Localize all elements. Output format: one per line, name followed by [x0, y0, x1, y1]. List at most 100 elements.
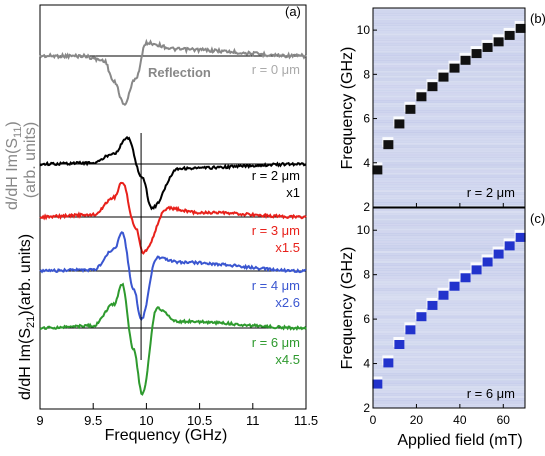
heatmap-cell — [449, 281, 460, 291]
heatmap-row — [373, 114, 525, 118]
heatmap-row — [373, 127, 525, 131]
heatmap-x-tick-label: 0 — [370, 413, 377, 427]
trace-radius-label: r = 6 μm — [252, 335, 300, 350]
heatmap-row — [373, 380, 525, 384]
heatmap-row — [373, 80, 525, 84]
right-top-y-label: Frequency (GHz) — [339, 47, 356, 170]
left-x-tick-label: 9.5 — [84, 413, 102, 428]
heatmap-row — [373, 85, 525, 89]
heatmap-cell — [438, 290, 449, 300]
heatmap-row — [373, 90, 525, 94]
heatmap-row — [373, 139, 525, 143]
heatmap-row — [373, 129, 525, 133]
trace-radius-label: r = 2 μm — [252, 168, 300, 183]
heatmap-row — [373, 250, 525, 254]
heatmap-row — [373, 390, 525, 394]
heatmap-row — [373, 313, 525, 316]
heatmap-row — [373, 295, 525, 299]
heatmap-row — [373, 164, 525, 168]
trace-line — [39, 282, 307, 396]
left-x-tick-label: 11.5 — [294, 413, 318, 428]
heatmap-row — [373, 323, 525, 326]
heatmap-row — [373, 105, 525, 108]
heatmap-cell — [383, 140, 394, 150]
heatmap-row — [373, 355, 525, 359]
heatmap-cell — [438, 72, 449, 82]
heatmap-row — [373, 189, 525, 193]
heatmap-row — [373, 385, 525, 389]
right-x-axis-label: Applied field (mT) — [397, 432, 522, 449]
heatmap-row — [373, 338, 525, 341]
left-x-tick-label: 9 — [36, 413, 43, 428]
heatmap-row — [373, 383, 525, 386]
heatmap-row — [373, 305, 525, 309]
heatmap-row — [373, 149, 525, 153]
heatmap-row — [373, 260, 525, 264]
heatmap-cell — [482, 42, 493, 52]
heatmap-row — [373, 378, 525, 381]
heatmap-row — [373, 365, 525, 369]
heatmap-row — [373, 275, 525, 279]
heatmap-row — [373, 157, 525, 161]
heatmap-radius-label: r = 2 μm — [467, 185, 515, 200]
heatmap-row — [373, 147, 525, 151]
heatmap-row — [373, 92, 525, 96]
heatmap-row — [373, 375, 525, 379]
heatmap-row — [373, 10, 525, 14]
heatmap-row — [373, 167, 525, 171]
heatmap-row — [373, 132, 525, 136]
heatmap-row — [373, 117, 525, 121]
heatmap-row — [373, 55, 525, 59]
heatmap-row — [373, 213, 525, 216]
heatmap-row — [373, 268, 525, 271]
heatmap-row — [373, 393, 525, 396]
heatmap-row — [373, 395, 525, 399]
heatmap-row — [373, 353, 525, 356]
heatmap-row — [373, 122, 525, 126]
heatmap-cell — [427, 300, 438, 310]
left-plot-frame — [39, 4, 307, 410]
heatmap-cell — [493, 249, 504, 259]
top-y-units: (arb. units) — [22, 122, 39, 198]
bottom-y-label-sub: 21 — [25, 316, 37, 328]
heatmap-row — [373, 345, 525, 349]
heatmap-row — [373, 182, 525, 186]
heatmap-row — [373, 233, 525, 236]
heatmap-radius-label: r = 6 μm — [467, 386, 515, 401]
heatmap-row — [373, 373, 525, 376]
heatmap-row — [373, 350, 525, 354]
heatmap-row — [373, 17, 525, 21]
trace-radius-label: r = 0 μm — [252, 62, 300, 77]
heatmap-row — [373, 218, 525, 221]
heatmap-row — [373, 308, 525, 311]
heatmap-row — [373, 270, 525, 274]
heatmap-row — [373, 330, 525, 334]
heatmap-row — [373, 15, 525, 19]
heatmap-row — [373, 208, 525, 211]
heatmap-row — [373, 318, 525, 321]
trace-scale-label: x2.6 — [275, 295, 300, 310]
heatmap-row — [373, 134, 525, 138]
heatmap-row — [373, 199, 525, 203]
heatmap-cell — [504, 241, 515, 251]
heatmap-row — [373, 87, 525, 91]
heatmap-row — [373, 348, 525, 351]
heatmap-x-tick-label: 60 — [497, 413, 511, 427]
heatmap-y-tick-label: 4 — [363, 156, 370, 170]
heatmap-row — [373, 124, 525, 128]
heatmap-row — [373, 398, 525, 401]
heatmap-row — [373, 400, 525, 404]
heatmap-row — [373, 144, 525, 148]
heatmap-row — [373, 194, 525, 198]
top-y-label-sub: 11 — [12, 127, 24, 138]
heatmap-background — [373, 208, 525, 408]
heatmap-row — [373, 77, 525, 81]
trace-line — [39, 181, 307, 255]
heatmap-row — [373, 50, 525, 54]
heatmap-row — [373, 179, 525, 183]
heatmap-row — [373, 142, 525, 146]
heatmap-row — [373, 12, 525, 16]
heatmap-cell — [493, 37, 504, 47]
heatmap-cell — [482, 257, 493, 267]
heatmap-cell — [405, 104, 416, 114]
